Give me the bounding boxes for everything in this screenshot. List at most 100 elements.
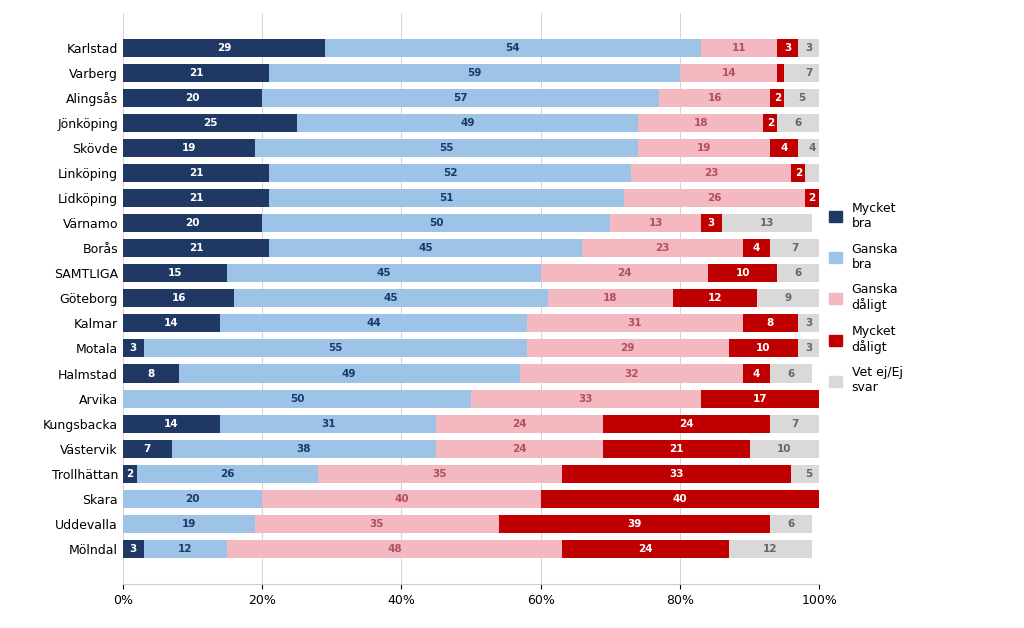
Text: 4: 4: [809, 143, 816, 153]
Bar: [262, 214, 610, 232]
Bar: [269, 63, 680, 82]
Text: 26: 26: [220, 469, 234, 479]
Text: 20: 20: [185, 494, 200, 504]
Text: 16: 16: [171, 293, 185, 303]
Bar: [123, 490, 262, 508]
Bar: [770, 364, 812, 382]
Bar: [729, 339, 799, 357]
Text: 5: 5: [805, 469, 812, 479]
Text: 21: 21: [188, 168, 203, 178]
Bar: [625, 189, 805, 207]
Bar: [680, 63, 777, 82]
Text: 45: 45: [419, 243, 433, 253]
Bar: [603, 414, 770, 433]
Bar: [777, 114, 819, 132]
Bar: [548, 290, 673, 307]
Bar: [777, 63, 784, 82]
Bar: [673, 290, 757, 307]
Bar: [123, 164, 269, 182]
Text: 7: 7: [805, 68, 812, 78]
Text: 35: 35: [370, 519, 384, 529]
Bar: [123, 364, 178, 382]
Bar: [541, 264, 708, 282]
Text: 21: 21: [188, 68, 203, 78]
Text: 33: 33: [579, 394, 593, 404]
Text: 26: 26: [708, 193, 722, 203]
Text: 2: 2: [774, 93, 781, 103]
Bar: [123, 38, 325, 57]
Text: 49: 49: [461, 118, 475, 127]
Text: 55: 55: [439, 143, 454, 153]
Bar: [659, 89, 770, 107]
Text: 8: 8: [767, 318, 774, 328]
Text: 12: 12: [763, 544, 777, 554]
Text: 40: 40: [673, 494, 687, 504]
Text: 52: 52: [443, 168, 458, 178]
Text: 40: 40: [394, 494, 409, 504]
Bar: [471, 389, 700, 408]
Text: 24: 24: [512, 444, 527, 454]
Bar: [742, 315, 799, 332]
Bar: [541, 490, 819, 508]
Text: 2: 2: [809, 193, 816, 203]
Bar: [805, 164, 819, 182]
Bar: [603, 440, 750, 458]
Bar: [770, 139, 799, 157]
Text: 59: 59: [467, 68, 481, 78]
Bar: [227, 540, 561, 558]
Bar: [784, 89, 819, 107]
Bar: [819, 189, 834, 207]
Bar: [770, 89, 784, 107]
Text: 3: 3: [805, 318, 812, 328]
Text: 29: 29: [621, 344, 635, 354]
Bar: [729, 540, 812, 558]
Text: 11: 11: [732, 43, 746, 53]
Bar: [123, 189, 269, 207]
Bar: [742, 364, 770, 382]
Bar: [123, 264, 227, 282]
Bar: [770, 414, 819, 433]
Text: 2: 2: [126, 469, 133, 479]
Bar: [137, 465, 317, 483]
Bar: [123, 239, 269, 257]
Bar: [123, 339, 143, 357]
Text: 2: 2: [767, 118, 774, 127]
Text: 18: 18: [693, 118, 708, 127]
Bar: [638, 139, 770, 157]
Bar: [742, 239, 770, 257]
Bar: [799, 139, 826, 157]
Text: 3: 3: [805, 43, 812, 53]
Text: 39: 39: [628, 519, 642, 529]
Text: 17: 17: [753, 394, 767, 404]
Text: 3: 3: [805, 344, 812, 354]
Text: 23: 23: [705, 168, 719, 178]
Text: 55: 55: [328, 344, 342, 354]
Text: 5: 5: [798, 93, 806, 103]
Bar: [220, 414, 436, 433]
Text: 9: 9: [784, 293, 792, 303]
Text: 35: 35: [432, 469, 446, 479]
Bar: [700, 389, 819, 408]
Bar: [269, 239, 583, 257]
Bar: [784, 63, 834, 82]
Bar: [722, 214, 812, 232]
Bar: [561, 540, 729, 558]
Bar: [700, 38, 777, 57]
Bar: [178, 364, 520, 382]
Text: 49: 49: [342, 369, 356, 379]
Text: 10: 10: [757, 344, 771, 354]
Text: 57: 57: [454, 93, 468, 103]
Bar: [436, 414, 603, 433]
Text: 21: 21: [188, 193, 203, 203]
Bar: [610, 214, 700, 232]
Text: 4: 4: [780, 143, 788, 153]
Text: 7: 7: [143, 444, 151, 454]
Text: 44: 44: [367, 318, 381, 328]
Text: 20: 20: [185, 93, 200, 103]
Bar: [255, 515, 499, 533]
Bar: [757, 290, 819, 307]
Text: 38: 38: [297, 444, 311, 454]
Text: 4: 4: [753, 243, 760, 253]
Bar: [325, 38, 700, 57]
Text: 10: 10: [735, 268, 750, 278]
